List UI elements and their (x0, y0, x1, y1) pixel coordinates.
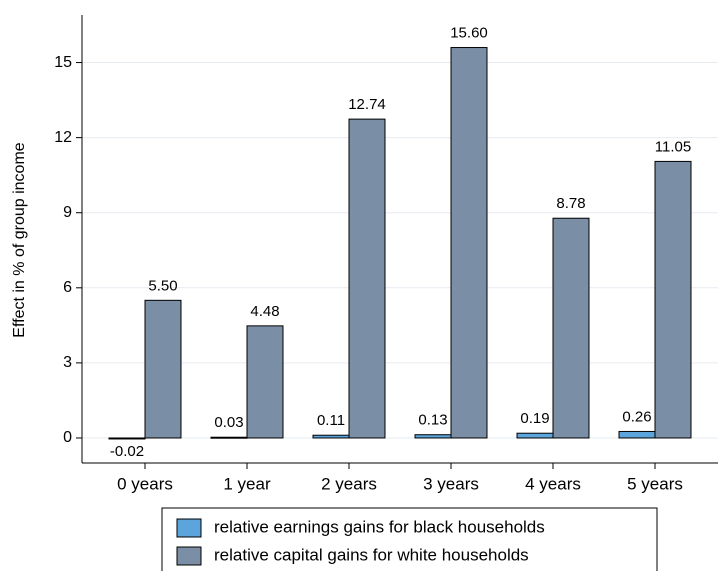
bar (552, 217, 590, 439)
legend-label: relative earnings gains for black househ… (214, 517, 545, 536)
y-tick-label: 3 (63, 354, 72, 371)
value-label: 0.03 (214, 414, 243, 431)
legend-swatch (176, 546, 202, 566)
y-tick-label: 12 (54, 129, 72, 146)
legend-swatch (176, 518, 202, 538)
value-label: 5.50 (148, 277, 177, 294)
bar (144, 299, 182, 439)
value-label: 15.60 (450, 25, 488, 42)
legend-box (161, 507, 658, 576)
y-axis-title: Effect in % of group income (11, 142, 28, 337)
bar (450, 47, 488, 439)
x-tick-label: 3 years (423, 474, 479, 493)
y-tick-label: 0 (63, 429, 72, 446)
y-tick-label: 15 (54, 54, 72, 71)
value-label: 0.26 (622, 408, 651, 425)
value-label: -0.02 (110, 443, 144, 460)
value-label: 0.11 (317, 412, 345, 429)
value-label: 11.05 (655, 138, 691, 155)
bar (108, 437, 146, 440)
value-label: 12.74 (348, 96, 386, 113)
x-tick-label: 2 years (321, 474, 377, 493)
x-tick-label: 1 year (223, 474, 271, 493)
bar (246, 325, 284, 439)
bar (618, 430, 656, 439)
bar (348, 118, 386, 439)
bar (516, 432, 554, 439)
legend-label: relative capital gains for white househo… (214, 545, 529, 564)
value-label: 8.78 (556, 195, 585, 212)
x-tick-label: 5 years (627, 474, 683, 493)
value-label: 0.13 (418, 412, 447, 429)
bar (312, 434, 350, 439)
bar (210, 436, 248, 439)
x-tick-label: 4 years (525, 474, 581, 493)
y-tick-label: 9 (63, 204, 72, 221)
x-tick-label: 0 years (117, 474, 173, 493)
bar (414, 434, 452, 439)
y-tick-label: 6 (63, 279, 72, 296)
bar (654, 160, 692, 439)
value-label: 0.19 (520, 410, 549, 427)
value-label: 4.48 (250, 303, 279, 320)
